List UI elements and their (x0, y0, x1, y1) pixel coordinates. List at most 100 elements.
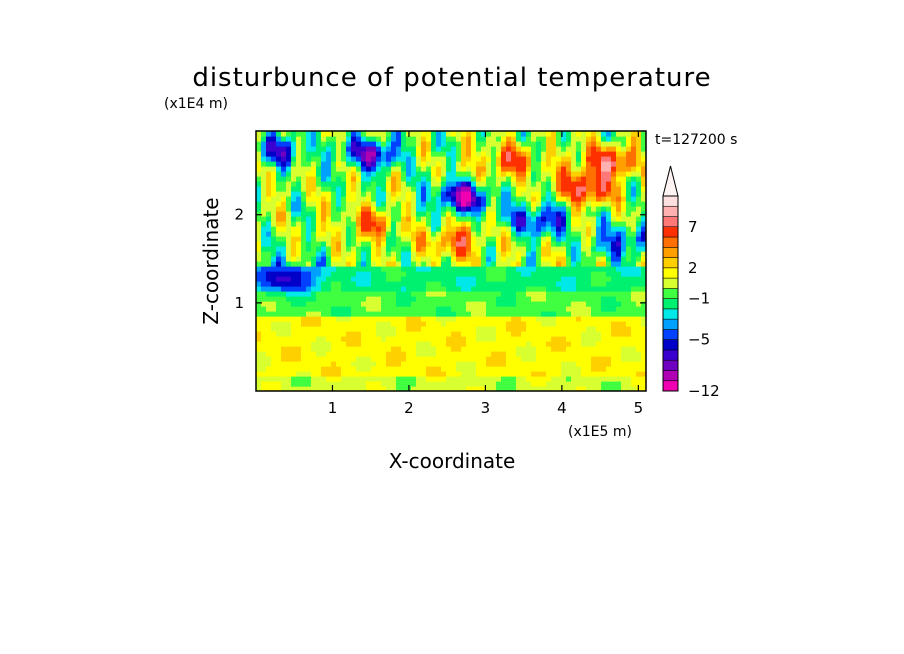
heatmap-cell (311, 341, 317, 347)
heatmap-cell (571, 236, 577, 242)
heatmap-cell (341, 146, 347, 152)
heatmap-cell (281, 371, 287, 377)
heatmap-cell (551, 256, 557, 262)
heatmap-cell (401, 176, 407, 182)
heatmap-cell (551, 336, 557, 342)
heatmap-cell (511, 186, 517, 192)
heatmap-cell (606, 246, 612, 252)
heatmap-cell (621, 306, 627, 312)
heatmap-cell (486, 211, 492, 217)
heatmap-cell (291, 216, 297, 222)
heatmap-cell (386, 221, 392, 227)
heatmap-cell (496, 231, 502, 237)
heatmap-cell (536, 201, 542, 207)
heatmap-cell (391, 251, 397, 257)
heatmap-cell (461, 351, 467, 357)
heatmap-cell (256, 286, 262, 292)
heatmap-cell (526, 366, 532, 372)
heatmap-cell (351, 286, 357, 292)
heatmap-cell (341, 141, 347, 147)
heatmap-cell (426, 286, 432, 292)
heatmap-cell (511, 311, 517, 317)
heatmap-cell (576, 141, 582, 147)
heatmap-cell (256, 146, 262, 152)
heatmap-cell (271, 381, 277, 387)
heatmap-cell (431, 166, 437, 172)
heatmap-cell (491, 166, 497, 172)
heatmap-cell (621, 311, 627, 317)
heatmap-cell (586, 231, 592, 237)
heatmap-cell (636, 136, 642, 142)
heatmap-cell (316, 216, 322, 222)
heatmap-cell (616, 301, 622, 307)
heatmap-cell (366, 276, 372, 282)
heatmap-cell (611, 306, 617, 312)
heatmap-cell (271, 371, 277, 377)
heatmap-cell (631, 236, 637, 242)
heatmap-cell (611, 211, 617, 217)
heatmap-cell (401, 331, 407, 337)
heatmap-cell (406, 371, 412, 377)
heatmap-cell (436, 186, 442, 192)
heatmap-cell (586, 306, 592, 312)
heatmap-cell (291, 301, 297, 307)
heatmap-cell (261, 336, 267, 342)
heatmap-cell (341, 361, 347, 367)
heatmap-cell (396, 371, 402, 377)
heatmap-cell (296, 141, 302, 147)
heatmap-cell (331, 381, 337, 387)
heatmap-cell (381, 156, 387, 162)
heatmap-cell (466, 376, 472, 382)
heatmap-cell (266, 161, 272, 167)
heatmap-cell (606, 156, 612, 162)
heatmap-cell (511, 226, 517, 232)
heatmap-cell (416, 286, 422, 292)
heatmap-cell (551, 366, 557, 372)
heatmap-cell (551, 306, 557, 312)
heatmap-cell (321, 181, 327, 187)
heatmap-cell (611, 216, 617, 222)
heatmap-cell (391, 161, 397, 167)
heatmap-cell (621, 166, 627, 172)
heatmap-cell (536, 266, 542, 272)
heatmap-cell (571, 221, 577, 227)
heatmap-cell (366, 221, 372, 227)
heatmap-cell (581, 136, 587, 142)
heatmap-cell (286, 286, 292, 292)
heatmap-cell (376, 211, 382, 217)
heatmap-cell (256, 381, 262, 387)
heatmap-cell (601, 386, 607, 391)
heatmap-cell (301, 211, 307, 217)
heatmap-cell (591, 256, 597, 262)
heatmap-cell (556, 206, 562, 212)
heatmap-cell (301, 346, 307, 352)
heatmap-cell (621, 211, 627, 217)
heatmap-cell (336, 356, 342, 362)
heatmap-cell (541, 286, 547, 292)
heatmap-cell (621, 376, 627, 382)
heatmap-cell (361, 136, 367, 142)
heatmap-cell (436, 146, 442, 152)
heatmap-cell (431, 196, 437, 202)
heatmap-cell (376, 321, 382, 327)
heatmap-cell (586, 196, 592, 202)
heatmap-cell (306, 151, 312, 157)
heatmap-cell (621, 156, 627, 162)
heatmap-cell (291, 366, 297, 372)
heatmap-cell (326, 371, 332, 377)
heatmap-cell (526, 281, 532, 287)
heatmap-cell (616, 176, 622, 182)
heatmap-cell (381, 331, 387, 337)
heatmap-cell (611, 361, 617, 367)
heatmap-cell (506, 366, 512, 372)
heatmap-cell (341, 136, 347, 142)
heatmap-cell (296, 356, 302, 362)
heatmap-cell (301, 291, 307, 297)
heatmap-cell (311, 301, 317, 307)
heatmap-cell (411, 351, 417, 357)
heatmap-cell (581, 161, 587, 167)
heatmap-cell (436, 216, 442, 222)
heatmap-cell (526, 386, 532, 391)
heatmap-cell (406, 151, 412, 157)
heatmap-cell (306, 226, 312, 232)
